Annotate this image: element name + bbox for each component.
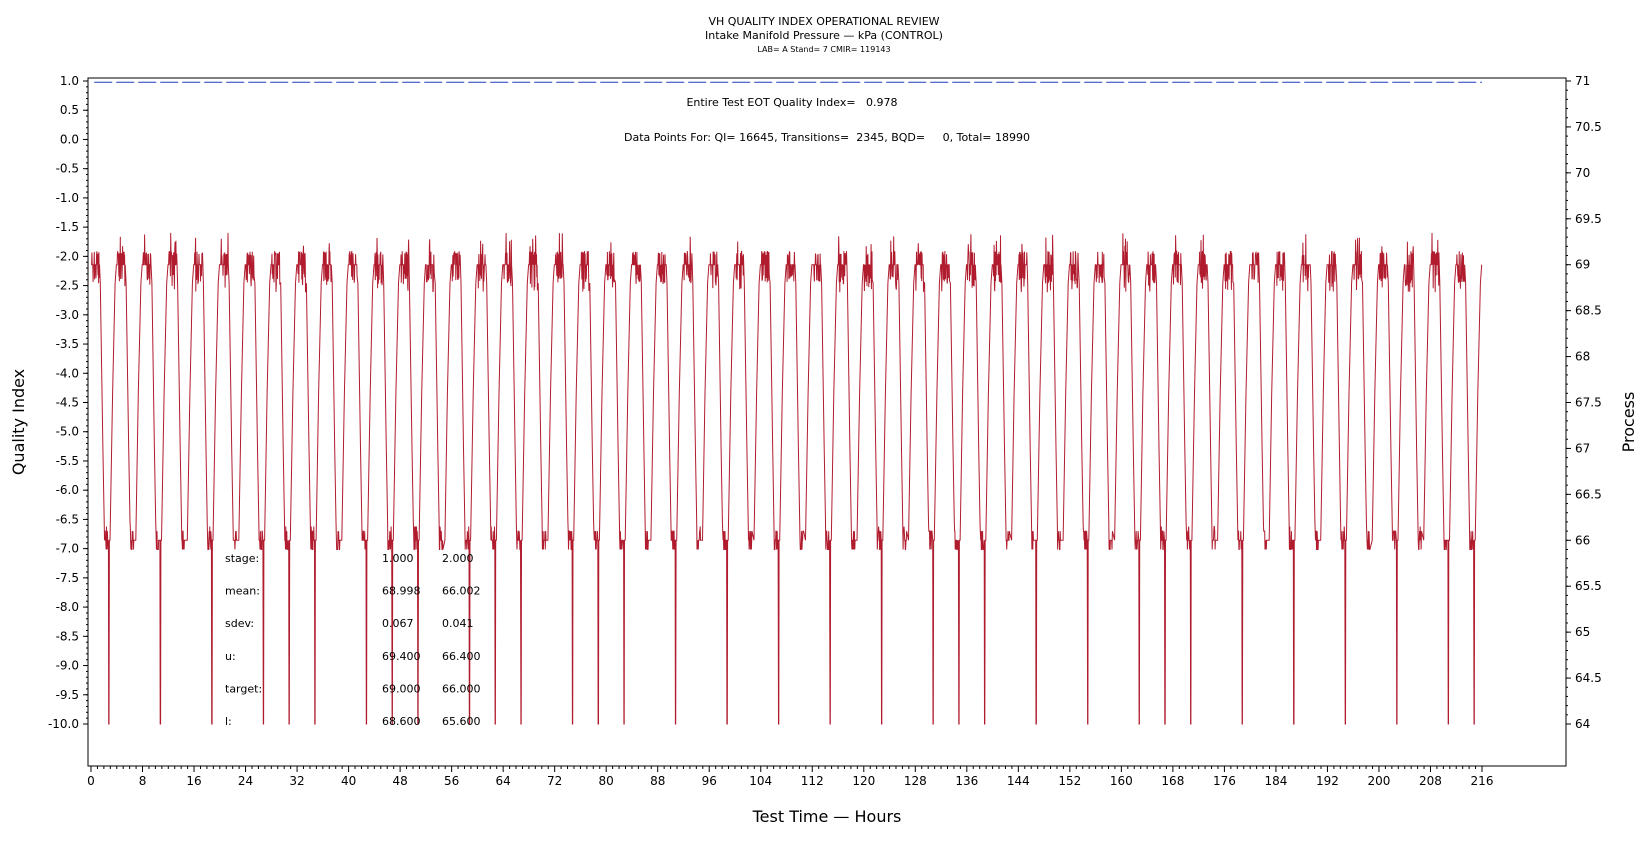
y-left-tick-label: -3.5 xyxy=(56,337,79,351)
y-right-tick-label: 65.5 xyxy=(1575,579,1602,593)
process-series-line xyxy=(91,232,1483,725)
y-left-tick-label: -7.0 xyxy=(56,542,79,556)
stats-label: sdev: xyxy=(225,617,254,630)
y-right-tick-label: 68 xyxy=(1575,350,1590,364)
y-right-tick-label: 69 xyxy=(1575,258,1590,272)
y-left-tick-label: -8.5 xyxy=(56,629,79,643)
y-left-tick-label: -1.5 xyxy=(56,220,79,234)
x-tick-label: 88 xyxy=(650,774,665,788)
y-right-tick-label: 66.5 xyxy=(1575,487,1602,501)
plot-frame xyxy=(87,77,1567,767)
y-left-tick-label: 0.5 xyxy=(60,103,79,117)
y-right-tick-label: 69.5 xyxy=(1575,212,1602,226)
x-tick-label: 24 xyxy=(238,774,253,788)
stats-value-stage1: 0.067 xyxy=(382,617,414,630)
stats-value-stage1: 69.400 xyxy=(382,650,421,663)
stats-label: mean: xyxy=(225,585,260,598)
y-right-tick-label: 67 xyxy=(1575,441,1590,455)
y-right-tick-label: 67.5 xyxy=(1575,396,1602,410)
qi-annotation: Entire Test EOT Quality Index= 0.978 xyxy=(686,96,897,109)
x-tick-label: 56 xyxy=(444,774,459,788)
stats-value-stage2: 66.000 xyxy=(442,682,481,695)
y-axis-left-title: Quality Index xyxy=(9,369,28,475)
y-right-tick-label: 64 xyxy=(1575,717,1590,731)
y-axis-right-title: Process xyxy=(1619,392,1638,453)
x-tick-label: 208 xyxy=(1419,774,1442,788)
stats-value-stage2: 65.600 xyxy=(442,715,481,728)
y-left-tick-label: -4.0 xyxy=(56,366,79,380)
stats-label: target: xyxy=(225,682,262,695)
ticks-layer: 0 8 16 24 32 40 48 56 64 72 80 88 96 104 112 120 128 136 1… xyxy=(48,74,1602,788)
chart-title: VH QUALITY INDEX OPERATIONAL REVIEW xyxy=(708,15,939,28)
stats-label: l: xyxy=(225,715,232,728)
x-tick-label: 176 xyxy=(1213,774,1236,788)
y-left-tick-label: -5.0 xyxy=(56,425,79,439)
y-left-tick-label: -6.5 xyxy=(56,512,79,526)
stats-value-stage1: 1.000 xyxy=(382,552,414,565)
x-tick-label: 184 xyxy=(1264,774,1287,788)
x-tick-label: 0 xyxy=(87,774,95,788)
stats-label: stage: xyxy=(225,552,259,565)
stats-value-stage2: 0.041 xyxy=(442,617,474,630)
stats-value-stage1: 68.600 xyxy=(382,715,421,728)
y-left-tick-label: -3.0 xyxy=(56,308,79,322)
x-tick-label: 144 xyxy=(1007,774,1030,788)
stats-value-stage1: 68.998 xyxy=(382,585,421,598)
x-tick-label: 136 xyxy=(955,774,978,788)
x-tick-label: 72 xyxy=(547,774,562,788)
stats-table: stage: 1.000 2.000 mean: 68.998 66.002 sdev: 0.… xyxy=(225,552,481,728)
series-layer xyxy=(91,81,1483,725)
y-left-tick-label: -2.5 xyxy=(56,279,79,293)
y-left-tick-label: -5.5 xyxy=(56,454,79,468)
stats-value-stage2: 2.000 xyxy=(442,552,474,565)
y-right-tick-label: 71 xyxy=(1575,74,1590,88)
x-tick-label: 192 xyxy=(1316,774,1339,788)
x-tick-label: 200 xyxy=(1368,774,1391,788)
x-tick-label: 8 xyxy=(139,774,147,788)
stats-value-stage2: 66.002 xyxy=(442,585,481,598)
x-tick-label: 216 xyxy=(1471,774,1494,788)
y-left-tick-label: -9.0 xyxy=(56,659,79,673)
y-left-tick-label: -2.0 xyxy=(56,249,79,263)
y-right-tick-label: 66 xyxy=(1575,533,1590,547)
x-tick-label: 80 xyxy=(599,774,614,788)
stats-value-stage1: 69.000 xyxy=(382,682,421,695)
x-tick-label: 40 xyxy=(341,774,356,788)
y-left-tick-label: -0.5 xyxy=(56,162,79,176)
y-right-tick-label: 65 xyxy=(1575,625,1590,639)
y-right-tick-label: 68.5 xyxy=(1575,304,1602,318)
stats-label: u: xyxy=(225,650,236,663)
x-tick-label: 16 xyxy=(186,774,201,788)
y-left-tick-label: -1.0 xyxy=(56,191,79,205)
x-tick-label: 168 xyxy=(1161,774,1184,788)
y-left-tick-label: -7.5 xyxy=(56,571,79,585)
x-tick-label: 160 xyxy=(1110,774,1133,788)
y-left-tick-label: -6.0 xyxy=(56,483,79,497)
y-left-tick-label: -9.5 xyxy=(56,688,79,702)
x-tick-label: 112 xyxy=(801,774,824,788)
x-tick-label: 152 xyxy=(1058,774,1081,788)
y-left-tick-label: -8.0 xyxy=(56,600,79,614)
x-tick-label: 48 xyxy=(392,774,407,788)
x-tick-label: 64 xyxy=(496,774,511,788)
y-left-tick-label: 0.0 xyxy=(60,132,79,146)
y-right-tick-label: 64.5 xyxy=(1575,671,1602,685)
y-left-tick-label: 1.0 xyxy=(60,74,79,88)
y-right-tick-label: 70 xyxy=(1575,166,1590,180)
x-tick-label: 120 xyxy=(852,774,875,788)
y-right-tick-label: 70.5 xyxy=(1575,120,1602,134)
x-tick-label: 96 xyxy=(702,774,717,788)
x-tick-label: 128 xyxy=(904,774,927,788)
x-tick-label: 104 xyxy=(749,774,772,788)
y-left-tick-label: -10.0 xyxy=(48,717,79,731)
x-axis-title: Test Time — Hours xyxy=(752,807,902,826)
y-left-tick-label: -4.5 xyxy=(56,396,79,410)
chart-subtitle: Intake Manifold Pressure — kPa (CONTROL) xyxy=(705,29,943,42)
stats-value-stage2: 66.400 xyxy=(442,650,481,663)
counts-annotation: Data Points For: QI= 16645, Transitions=… xyxy=(624,131,1030,144)
x-tick-label: 32 xyxy=(289,774,304,788)
chart-subtitle-2: LAB= A Stand= 7 CMIR= 119143 xyxy=(757,45,890,54)
